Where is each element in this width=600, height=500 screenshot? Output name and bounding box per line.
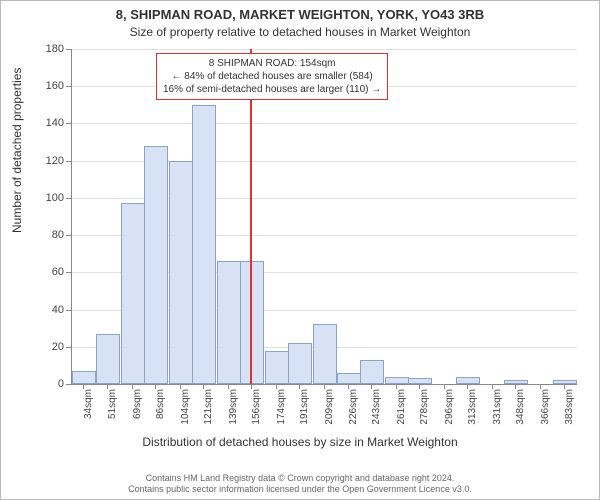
chart-container: 8, SHIPMAN ROAD, MARKET WEIGHTON, YORK, … [0,0,600,500]
x-axis-label: Distribution of detached houses by size … [1,435,599,449]
y-tick-mark [66,161,71,162]
footer-line1: Contains HM Land Registry data © Crown c… [1,473,599,484]
chart-title-address: 8, SHIPMAN ROAD, MARKET WEIGHTON, YORK, … [1,7,599,22]
y-tick-label: 20 [34,341,64,353]
x-tick-label: 209sqm [324,389,335,429]
x-tick-label: 34sqm [83,389,94,429]
y-tick-mark [66,86,71,87]
x-tick-label: 331sqm [492,389,503,429]
chart-title-desc: Size of property relative to detached ho… [1,25,599,39]
histogram-bar [288,343,312,384]
annotation-line2: ← 84% of detached houses are smaller (58… [163,70,381,83]
x-tick-label: 348sqm [515,389,526,429]
y-tick-mark [66,49,71,50]
x-tick-label: 139sqm [228,389,239,429]
x-tick-label: 121sqm [203,389,214,429]
y-axis-label-text: Number of detached properties [10,68,24,233]
histogram-bar [313,324,337,384]
x-tick-label: 366sqm [540,389,551,429]
y-tick-mark [66,310,71,311]
y-tick-label: 40 [34,304,64,316]
y-tick-label: 0 [34,378,64,390]
histogram-bar [360,360,384,384]
x-tick-label: 86sqm [155,389,166,429]
gridline [72,123,577,124]
x-tick-label: 296sqm [444,389,455,429]
x-tick-label: 104sqm [180,389,191,429]
x-tick-label: 278sqm [419,389,430,429]
histogram-bar [169,161,193,384]
histogram-bar [72,371,96,384]
x-tick-label: 243sqm [371,389,382,429]
x-tick-label: 383sqm [564,389,575,429]
y-tick-mark [66,347,71,348]
y-axis-label: Number of detached properties [10,213,24,233]
histogram-bar [121,203,145,384]
y-tick-mark [66,235,71,236]
x-tick-label: 313sqm [467,389,478,429]
y-tick-mark [66,272,71,273]
histogram-bar [192,105,216,384]
histogram-bar [144,146,168,384]
y-tick-label: 120 [34,155,64,167]
y-tick-label: 60 [34,266,64,278]
histogram-bar [240,261,264,384]
x-tick-label: 156sqm [251,389,262,429]
annotation-box: 8 SHIPMAN ROAD: 154sqm ← 84% of detached… [156,53,388,100]
histogram-bar [265,351,289,385]
x-tick-label: 261sqm [396,389,407,429]
x-tick-label: 51sqm [107,389,118,429]
footer-line2: Contains public sector information licen… [1,484,599,495]
y-tick-mark [66,384,71,385]
y-tick-label: 100 [34,192,64,204]
histogram-bar [385,377,409,384]
x-tick-label: 191sqm [299,389,310,429]
y-tick-label: 160 [34,80,64,92]
histogram-bar [456,377,480,384]
y-tick-mark [66,198,71,199]
x-tick-label: 69sqm [132,389,143,429]
x-tick-label: 226sqm [348,389,359,429]
y-tick-label: 180 [34,43,64,55]
annotation-line1: 8 SHIPMAN ROAD: 154sqm [163,57,381,70]
y-tick-mark [66,123,71,124]
gridline [72,49,577,50]
footer-attribution: Contains HM Land Registry data © Crown c… [1,473,599,496]
annotation-line3: 16% of semi-detached houses are larger (… [163,83,381,96]
histogram-bar [217,261,241,384]
y-tick-label: 140 [34,117,64,129]
histogram-bar [96,334,120,384]
histogram-bar [337,373,361,384]
y-tick-label: 80 [34,229,64,241]
x-tick-label: 174sqm [276,389,287,429]
